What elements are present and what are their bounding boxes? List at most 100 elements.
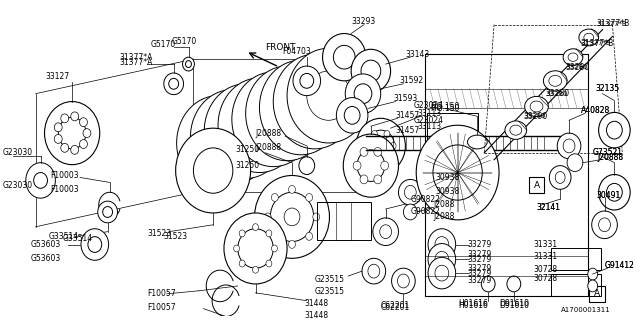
Ellipse shape	[384, 131, 390, 137]
Ellipse shape	[61, 114, 68, 123]
Text: A: A	[593, 289, 600, 298]
Text: 33279: 33279	[467, 240, 492, 249]
Ellipse shape	[337, 98, 368, 133]
Ellipse shape	[557, 133, 581, 159]
Ellipse shape	[435, 252, 449, 267]
Ellipse shape	[390, 142, 396, 149]
Ellipse shape	[481, 276, 495, 292]
Ellipse shape	[238, 229, 273, 268]
Text: 30938: 30938	[435, 187, 460, 196]
Ellipse shape	[380, 225, 392, 239]
Ellipse shape	[224, 107, 268, 156]
Text: 31377*A: 31377*A	[120, 53, 153, 62]
Bar	[551, 274, 600, 296]
Text: 33290: 33290	[524, 112, 548, 121]
Text: C62201: C62201	[381, 303, 410, 312]
Ellipse shape	[365, 142, 371, 149]
Text: D91610: D91610	[499, 301, 529, 310]
Text: F10003: F10003	[51, 185, 79, 194]
Ellipse shape	[34, 172, 47, 188]
Ellipse shape	[98, 201, 118, 223]
Ellipse shape	[287, 48, 370, 143]
Ellipse shape	[306, 194, 312, 201]
Text: J2088: J2088	[433, 200, 454, 209]
Text: J20888: J20888	[255, 143, 282, 152]
Ellipse shape	[345, 74, 381, 113]
Ellipse shape	[224, 213, 287, 284]
Text: F04703: F04703	[282, 47, 311, 56]
Text: J20888: J20888	[598, 153, 624, 162]
Text: G23030: G23030	[3, 181, 33, 190]
Ellipse shape	[218, 78, 301, 172]
Ellipse shape	[279, 83, 323, 132]
Ellipse shape	[549, 166, 571, 189]
Ellipse shape	[182, 57, 195, 71]
Text: G23515: G23515	[315, 275, 345, 284]
Ellipse shape	[384, 155, 390, 161]
Ellipse shape	[373, 218, 399, 245]
Ellipse shape	[293, 66, 321, 96]
Text: 31457: 31457	[396, 111, 420, 120]
Text: G53603: G53603	[31, 254, 61, 263]
Ellipse shape	[255, 175, 330, 258]
Text: G91412: G91412	[605, 261, 634, 270]
Text: F10003: F10003	[51, 171, 79, 180]
Ellipse shape	[361, 60, 381, 82]
Bar	[529, 178, 545, 193]
Text: G90822: G90822	[410, 195, 440, 204]
Text: 31250: 31250	[236, 145, 260, 154]
Ellipse shape	[588, 268, 598, 280]
Ellipse shape	[234, 245, 239, 252]
Ellipse shape	[404, 185, 416, 199]
Text: G23024: G23024	[413, 101, 444, 110]
Text: 33280: 33280	[565, 62, 589, 72]
Ellipse shape	[210, 112, 253, 162]
Ellipse shape	[252, 95, 295, 144]
Text: FRONT: FRONT	[266, 43, 296, 52]
Ellipse shape	[543, 71, 567, 91]
Ellipse shape	[507, 276, 521, 292]
Text: 31457: 31457	[396, 126, 420, 135]
Ellipse shape	[374, 148, 381, 156]
Ellipse shape	[333, 45, 355, 69]
Text: 31523: 31523	[164, 232, 188, 241]
Ellipse shape	[567, 154, 583, 172]
Ellipse shape	[607, 183, 622, 201]
Text: 31331: 31331	[534, 240, 557, 249]
Ellipse shape	[568, 53, 578, 61]
Ellipse shape	[273, 54, 356, 149]
Ellipse shape	[525, 96, 548, 116]
Text: 31250: 31250	[236, 161, 260, 170]
Text: F10057: F10057	[147, 289, 176, 298]
Ellipse shape	[45, 101, 100, 165]
Ellipse shape	[360, 175, 368, 184]
Text: G23024: G23024	[413, 116, 444, 125]
Ellipse shape	[289, 186, 296, 193]
Text: FIG.150: FIG.150	[430, 104, 460, 113]
Ellipse shape	[354, 84, 372, 104]
Text: 31377*B: 31377*B	[581, 40, 611, 46]
Ellipse shape	[351, 49, 390, 93]
Text: G53603: G53603	[31, 240, 61, 249]
Ellipse shape	[259, 60, 342, 155]
Ellipse shape	[416, 125, 499, 220]
Ellipse shape	[284, 208, 300, 226]
Ellipse shape	[323, 34, 366, 81]
Text: 33143: 33143	[405, 50, 429, 59]
Text: J20888: J20888	[255, 129, 282, 138]
Ellipse shape	[246, 66, 328, 161]
Ellipse shape	[83, 129, 91, 138]
Ellipse shape	[61, 143, 68, 152]
Ellipse shape	[607, 121, 622, 139]
Ellipse shape	[505, 121, 527, 140]
Text: G5170: G5170	[172, 37, 197, 46]
Ellipse shape	[175, 128, 251, 213]
Text: 32135: 32135	[596, 84, 620, 93]
Ellipse shape	[428, 229, 456, 260]
Text: 33279: 33279	[467, 276, 492, 285]
Text: 31331: 31331	[534, 252, 557, 261]
Ellipse shape	[399, 180, 422, 205]
Ellipse shape	[232, 72, 315, 167]
Ellipse shape	[360, 148, 368, 156]
Ellipse shape	[266, 89, 308, 138]
